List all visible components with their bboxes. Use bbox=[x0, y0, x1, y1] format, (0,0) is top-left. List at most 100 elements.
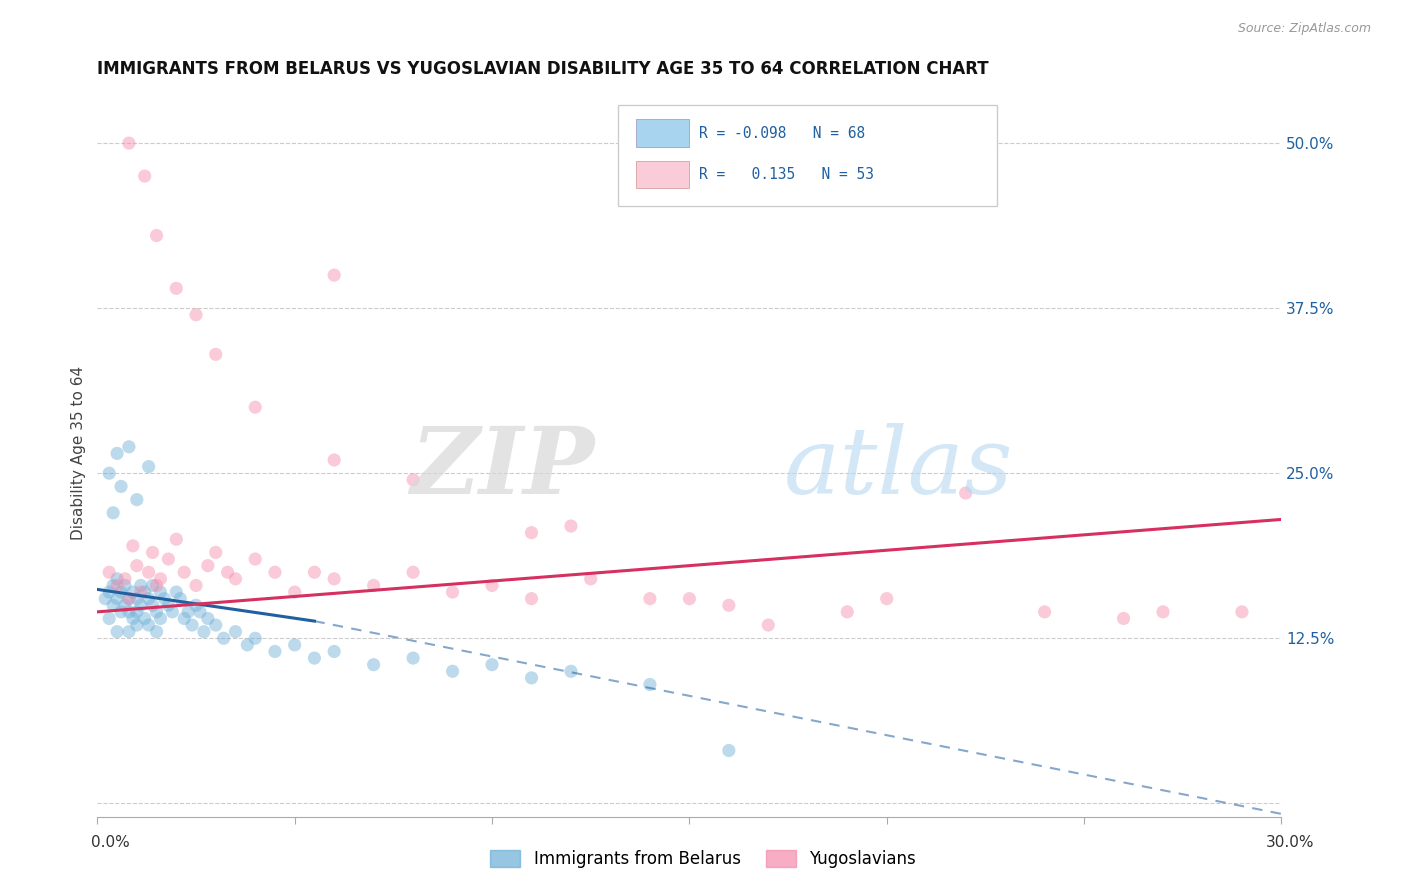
Point bbox=[98, 566, 121, 580]
Point bbox=[264, 566, 287, 580]
Text: ZIP: ZIP bbox=[411, 423, 595, 513]
Point bbox=[181, 618, 204, 632]
Point bbox=[402, 473, 425, 487]
Point bbox=[142, 545, 165, 559]
Point bbox=[1152, 605, 1174, 619]
Point bbox=[441, 585, 464, 599]
Point bbox=[125, 558, 148, 573]
FancyBboxPatch shape bbox=[619, 104, 997, 206]
Point bbox=[129, 578, 152, 592]
Point bbox=[1033, 605, 1056, 619]
Point bbox=[184, 578, 207, 592]
Point bbox=[955, 486, 977, 500]
Point bbox=[236, 638, 259, 652]
Point bbox=[441, 665, 464, 679]
Point bbox=[118, 136, 141, 150]
Point bbox=[193, 624, 215, 639]
Point bbox=[105, 446, 128, 460]
Point bbox=[134, 169, 156, 183]
Point bbox=[402, 566, 425, 580]
Point bbox=[402, 651, 425, 665]
Text: 30.0%: 30.0% bbox=[1267, 836, 1315, 850]
Point bbox=[122, 539, 145, 553]
Point bbox=[142, 599, 165, 613]
Point bbox=[1112, 611, 1135, 625]
Point bbox=[520, 525, 543, 540]
Point bbox=[105, 624, 128, 639]
Point bbox=[245, 632, 267, 646]
Point bbox=[323, 453, 346, 467]
Point bbox=[481, 657, 503, 672]
Point bbox=[149, 611, 172, 625]
Point bbox=[363, 657, 385, 672]
Legend: Immigrants from Belarus, Yugoslavians: Immigrants from Belarus, Yugoslavians bbox=[484, 843, 922, 875]
Point bbox=[204, 545, 226, 559]
Point bbox=[1230, 605, 1253, 619]
Point bbox=[678, 591, 700, 606]
Point bbox=[876, 591, 898, 606]
FancyBboxPatch shape bbox=[636, 161, 689, 188]
Point bbox=[114, 578, 136, 592]
Point bbox=[105, 572, 128, 586]
Point bbox=[145, 624, 167, 639]
Point bbox=[188, 605, 211, 619]
Point bbox=[264, 644, 287, 658]
Point bbox=[245, 552, 267, 566]
Point bbox=[165, 585, 187, 599]
Text: IMMIGRANTS FROM BELARUS VS YUGOSLAVIAN DISABILITY AGE 35 TO 64 CORRELATION CHART: IMMIGRANTS FROM BELARUS VS YUGOSLAVIAN D… bbox=[97, 60, 988, 78]
Point bbox=[837, 605, 859, 619]
Point bbox=[212, 632, 235, 646]
Point bbox=[98, 611, 121, 625]
Point bbox=[173, 611, 195, 625]
Y-axis label: Disability Age 35 to 64: Disability Age 35 to 64 bbox=[72, 367, 86, 541]
Point bbox=[184, 308, 207, 322]
Point bbox=[114, 572, 136, 586]
Point bbox=[145, 228, 167, 243]
Point bbox=[520, 591, 543, 606]
Text: 0.0%: 0.0% bbox=[91, 836, 131, 850]
Point bbox=[105, 591, 128, 606]
Point bbox=[284, 585, 307, 599]
Point bbox=[323, 644, 346, 658]
Point bbox=[165, 533, 187, 547]
Point bbox=[145, 605, 167, 619]
Point bbox=[125, 591, 148, 606]
Point bbox=[245, 400, 267, 414]
Point bbox=[129, 599, 152, 613]
Point bbox=[560, 665, 582, 679]
Point bbox=[157, 599, 180, 613]
Point bbox=[118, 605, 141, 619]
Point bbox=[717, 599, 740, 613]
Point bbox=[717, 743, 740, 757]
Point bbox=[197, 558, 219, 573]
Point bbox=[118, 624, 141, 639]
Point bbox=[162, 605, 184, 619]
Point bbox=[153, 591, 176, 606]
Point bbox=[114, 599, 136, 613]
Text: atlas: atlas bbox=[785, 423, 1014, 513]
Point bbox=[217, 566, 239, 580]
Point bbox=[173, 566, 195, 580]
Point bbox=[169, 591, 191, 606]
Point bbox=[204, 618, 226, 632]
Point bbox=[177, 605, 200, 619]
FancyBboxPatch shape bbox=[636, 120, 689, 147]
Point bbox=[145, 578, 167, 592]
Point bbox=[323, 572, 346, 586]
Point bbox=[165, 281, 187, 295]
Point bbox=[110, 605, 132, 619]
Point bbox=[323, 268, 346, 282]
Point bbox=[129, 585, 152, 599]
Point bbox=[138, 618, 160, 632]
Point bbox=[101, 578, 124, 592]
Point bbox=[122, 611, 145, 625]
Point bbox=[94, 591, 117, 606]
Point bbox=[481, 578, 503, 592]
Point bbox=[98, 585, 121, 599]
Point bbox=[638, 591, 661, 606]
Point bbox=[756, 618, 779, 632]
Point bbox=[105, 578, 128, 592]
Point bbox=[118, 591, 141, 606]
Point bbox=[125, 618, 148, 632]
Text: Source: ZipAtlas.com: Source: ZipAtlas.com bbox=[1237, 22, 1371, 36]
